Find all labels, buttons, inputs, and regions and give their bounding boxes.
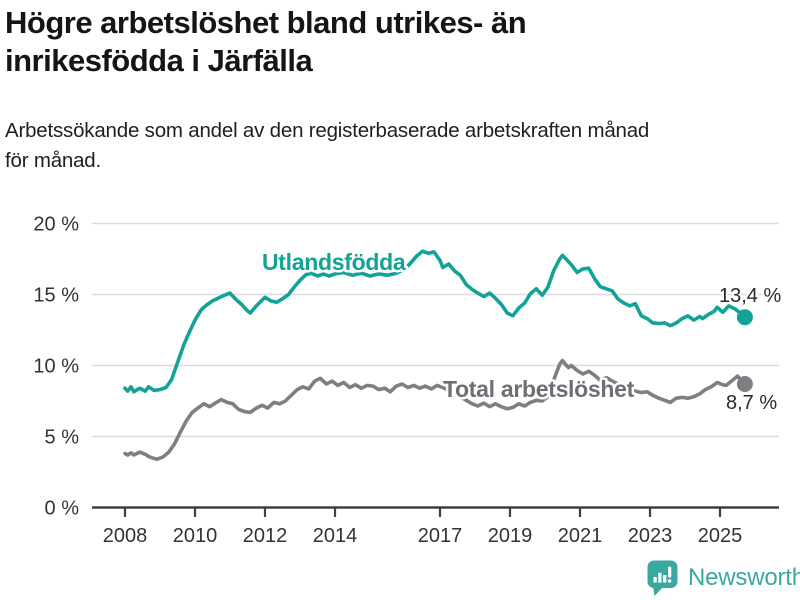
y-tick-label: 15 % bbox=[33, 285, 79, 307]
y-tick-label: 5 % bbox=[45, 427, 80, 449]
series-end-dot-1 bbox=[736, 376, 753, 392]
x-tick-label: 2008 bbox=[103, 525, 148, 547]
x-tick-label: 2012 bbox=[243, 525, 288, 547]
x-tick-label: 2019 bbox=[488, 525, 533, 547]
x-tick-label: 2025 bbox=[698, 525, 743, 547]
logo-text: Newsworthy bbox=[688, 564, 800, 591]
x-tick-label: 2017 bbox=[418, 525, 463, 547]
series-label-total: Total arbetslöshet bbox=[443, 376, 635, 402]
series-line-0 bbox=[123, 249, 747, 394]
x-tick-label: 2023 bbox=[628, 525, 673, 547]
y-tick-label: 10 % bbox=[33, 356, 79, 378]
newsworthy-logo: Newsworthy bbox=[646, 559, 800, 597]
x-tick-label: 2014 bbox=[313, 525, 358, 547]
y-tick-label: 20 % bbox=[33, 214, 79, 236]
series-end-dots bbox=[736, 309, 753, 392]
x-axis bbox=[92, 506, 779, 517]
title-line-1: Högre arbetslöshet bland utrikes- än bbox=[5, 5, 527, 40]
x-tick-label: 2010 bbox=[173, 525, 218, 547]
y-tick-label: 0 % bbox=[45, 498, 80, 520]
series-label-utlandsfodda: Utlandsfödda bbox=[262, 249, 406, 275]
title-line-2: inrikesfödda i Järfälla bbox=[5, 43, 313, 78]
subtitle-line-1: Arbetssökande som andel av den registerb… bbox=[5, 119, 650, 142]
series-end-dot-0 bbox=[736, 309, 753, 326]
gridlines bbox=[92, 222, 779, 438]
x-tick-label: 2021 bbox=[558, 525, 603, 547]
bar-chart-speech-bubble-icon bbox=[647, 560, 678, 596]
end-value-total: 8,7 % bbox=[726, 392, 777, 414]
end-value-utlandsfodda: 13,4 % bbox=[719, 285, 781, 307]
chart-subtitle: Arbetssökande som andel av den registerb… bbox=[5, 116, 785, 176]
subtitle-line-2: för månad. bbox=[5, 149, 101, 172]
series-line-1 bbox=[123, 358, 747, 462]
page-title: Högre arbetslöshet bland utrikes- än inr… bbox=[5, 4, 685, 80]
data-lines bbox=[123, 249, 747, 462]
axis-tick-labels: 0 % 5 % 10 % 15 % 20 % 2008 2010 2012 2014 2017 20… bbox=[33, 214, 742, 548]
